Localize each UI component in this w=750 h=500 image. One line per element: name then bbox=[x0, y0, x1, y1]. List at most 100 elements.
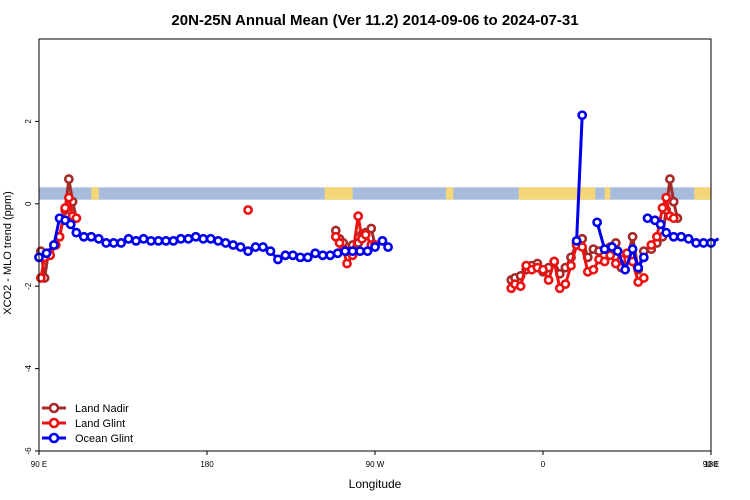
data-point bbox=[93, 233, 104, 244]
legend-item: Land Glint bbox=[42, 417, 125, 430]
data-point bbox=[317, 250, 328, 261]
data-point bbox=[340, 246, 351, 257]
map-ocean bbox=[39, 187, 711, 200]
data-point bbox=[620, 264, 631, 275]
data-point bbox=[655, 219, 666, 230]
data-point bbox=[657, 203, 668, 213]
data-point bbox=[627, 231, 638, 242]
series-line bbox=[575, 115, 584, 241]
legend-swatch-marker bbox=[48, 417, 60, 429]
legend-label: Land Nadir bbox=[75, 403, 129, 415]
y-tick-label: -6 bbox=[24, 447, 33, 455]
data-point bbox=[355, 246, 365, 257]
data-point bbox=[228, 240, 239, 250]
data-point bbox=[63, 192, 74, 203]
data-point bbox=[646, 240, 657, 250]
data-point bbox=[353, 211, 364, 222]
data-point bbox=[41, 248, 52, 259]
data-point bbox=[515, 281, 526, 292]
y-axis-label: XCO2 - MLO trend (ppm) bbox=[2, 191, 14, 314]
legend-item: Ocean Glint bbox=[42, 432, 133, 445]
legend: Land Nadir Land Glint Ocean Glint bbox=[42, 402, 133, 445]
map-land bbox=[518, 187, 596, 200]
data-point bbox=[627, 244, 638, 255]
data-point bbox=[668, 196, 679, 207]
data-point bbox=[370, 242, 380, 252]
data-point bbox=[588, 264, 599, 275]
data-point bbox=[243, 205, 253, 215]
y-tick-label: 2 bbox=[24, 119, 33, 124]
x-axis-label: Longitude bbox=[349, 477, 402, 491]
data-point bbox=[612, 246, 623, 257]
data-point bbox=[86, 231, 97, 242]
data-point bbox=[175, 233, 186, 244]
map-land bbox=[324, 187, 353, 200]
data-point bbox=[190, 231, 201, 242]
data-point bbox=[49, 240, 59, 250]
chart-title: 20N-25N Annual Mean (Ver 11.2) 2014-09-0… bbox=[171, 12, 578, 29]
data-point bbox=[302, 252, 313, 263]
data-point bbox=[665, 174, 675, 184]
data-point bbox=[543, 275, 554, 285]
data-point bbox=[63, 174, 74, 184]
y-tick-label: -4 bbox=[24, 364, 33, 372]
data-point bbox=[123, 233, 134, 244]
data-point bbox=[332, 248, 343, 259]
data-point bbox=[168, 235, 179, 246]
legend-item: Land Nadir bbox=[42, 402, 129, 415]
x-tick-label: 90 E bbox=[703, 460, 719, 469]
data-point bbox=[577, 242, 588, 252]
data-point bbox=[116, 238, 127, 248]
data-point bbox=[213, 235, 224, 246]
data-point bbox=[131, 235, 141, 246]
data-point bbox=[360, 229, 371, 240]
map-land bbox=[604, 187, 611, 200]
data-point bbox=[101, 238, 112, 248]
data-point bbox=[366, 223, 377, 234]
data-point bbox=[325, 250, 336, 261]
data-point bbox=[661, 192, 672, 203]
map-land bbox=[445, 187, 454, 200]
data-point bbox=[599, 244, 610, 255]
legend-swatch-marker bbox=[48, 402, 60, 414]
x-tick-label: 90 E bbox=[31, 460, 47, 469]
data-point bbox=[577, 110, 588, 121]
data-point bbox=[183, 233, 194, 244]
legend-swatch-marker bbox=[48, 432, 60, 444]
data-point bbox=[310, 248, 321, 259]
data-point bbox=[538, 264, 548, 275]
data-point bbox=[295, 252, 306, 263]
series-layer bbox=[34, 110, 720, 294]
data-point bbox=[250, 242, 261, 252]
data-point bbox=[638, 252, 649, 263]
x-tick-label: 180 bbox=[200, 460, 214, 469]
legend-label: Ocean Glint bbox=[75, 433, 133, 445]
x-tick-label: 90 W bbox=[366, 460, 385, 469]
data-point bbox=[342, 258, 352, 269]
data-point bbox=[668, 231, 679, 242]
data-point bbox=[153, 235, 164, 246]
data-point bbox=[691, 238, 701, 248]
data-point bbox=[377, 235, 388, 246]
data-point bbox=[633, 262, 644, 273]
data-point bbox=[287, 250, 298, 261]
data-point bbox=[258, 242, 268, 252]
data-point bbox=[60, 203, 71, 213]
data-point bbox=[35, 273, 46, 283]
data-point bbox=[347, 246, 358, 257]
data-point bbox=[362, 246, 373, 257]
data-point bbox=[571, 235, 582, 246]
data-point bbox=[146, 235, 156, 246]
map-land bbox=[91, 187, 99, 200]
data-point bbox=[280, 250, 291, 261]
data-point bbox=[198, 233, 209, 244]
map-band bbox=[39, 187, 711, 200]
data-point bbox=[383, 242, 393, 252]
data-point bbox=[205, 233, 216, 244]
x-tick-label: 0 bbox=[541, 460, 546, 469]
data-point bbox=[71, 227, 82, 238]
data-point bbox=[71, 213, 82, 224]
plot-frame bbox=[38, 38, 712, 452]
